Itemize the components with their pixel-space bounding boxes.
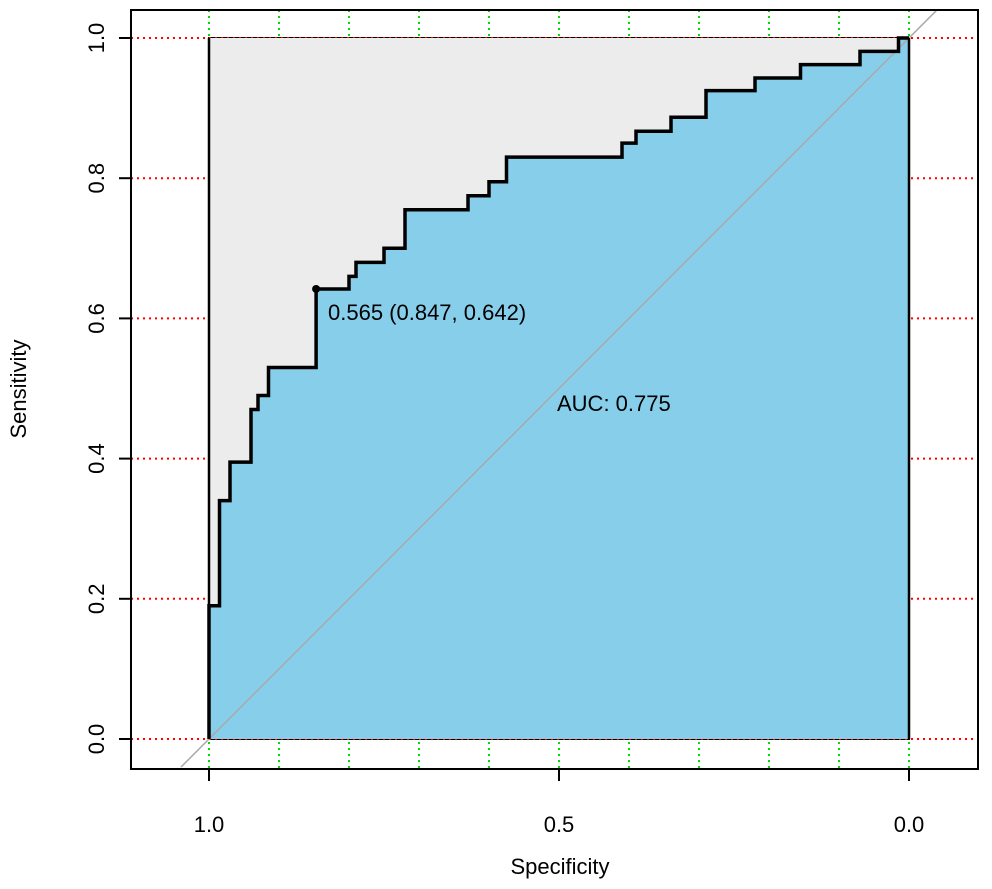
x-tick-label-2: 0.0: [894, 812, 925, 837]
auc-label: AUC: 0.775: [557, 391, 671, 416]
roc-line: [207, 36, 909, 739]
y-axis-ticks: 0.0 0.2 0.4 0.6 0.8 1.0: [84, 23, 131, 755]
chance-diagonal: [180, 9, 938, 768]
best-threshold-point: [312, 284, 321, 293]
roc-curve: [207, 36, 911, 739]
x-tick-label-0: 1.0: [194, 812, 225, 837]
plot-frame: [130, 9, 979, 770]
y-tick-label-1: 0.2: [84, 584, 109, 615]
x-tick-label-1: 0.5: [544, 812, 575, 837]
y-tick-label-5: 1.0: [84, 23, 109, 54]
x-axis-label: Specificity: [510, 854, 609, 879]
y-axis-label: Sensitivity: [6, 339, 31, 438]
y-tick-label-3: 0.6: [84, 303, 109, 334]
y-tick-label-0: 0.0: [84, 724, 109, 755]
threshold-point: [312, 284, 321, 293]
threshold-label: 0.565 (0.847, 0.642): [328, 300, 526, 325]
diagonal-line: [180, 9, 938, 768]
y-tick-label-4: 0.8: [84, 163, 109, 194]
y-tick-label-2: 0.4: [84, 443, 109, 474]
frame-rect: [130, 9, 979, 770]
x-axis-ticks: 1.0 0.5 0.0: [194, 769, 925, 837]
